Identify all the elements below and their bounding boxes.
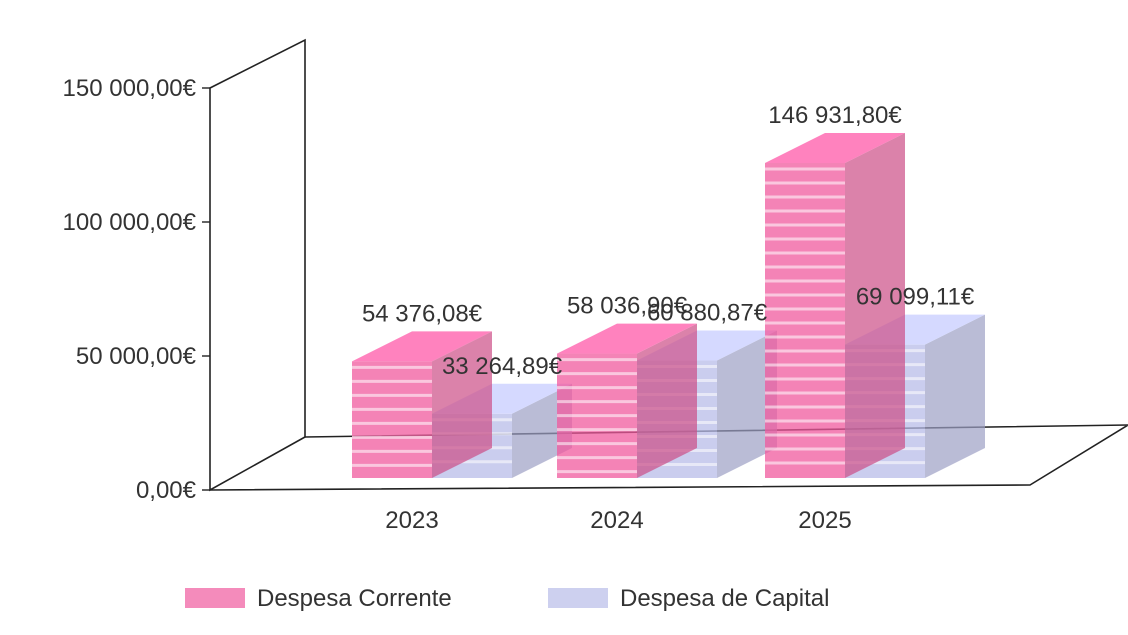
y-tick-label: 100 000,00€	[63, 209, 197, 236]
legend-label: Despesa Corrente	[257, 585, 452, 612]
bar-side	[637, 323, 697, 478]
data-label-capital: 33 264,89€	[442, 353, 563, 380]
back-wall	[209, 38, 306, 492]
bar-side	[845, 132, 905, 479]
bar-side	[432, 331, 492, 478]
legend: Despesa Corrente Despesa de Capital	[185, 585, 829, 612]
y-tick-label: 50 000,00€	[76, 343, 197, 370]
bar-corrente	[765, 132, 905, 479]
data-label-corrente: 54 376,08€	[362, 300, 483, 327]
y-axis-ticks: 0,00€ 50 000,00€ 100 000,00€ 150 000,00€	[63, 75, 210, 504]
data-label-capital: 60 880,87€	[647, 300, 768, 327]
x-axis-categories: 2023 2024 2025	[385, 507, 851, 534]
bar-top	[352, 331, 492, 362]
x-category-label: 2023	[385, 507, 438, 534]
data-label-capital: 69 099,11€	[856, 284, 975, 311]
data-label-corrente: 58 036,90€	[567, 293, 688, 320]
legend-swatch	[548, 588, 608, 608]
bar-top	[765, 132, 905, 163]
bars	[352, 132, 985, 479]
data-label-corrente: 146 931,80€	[768, 102, 902, 129]
legend-swatch	[185, 588, 245, 608]
data-labels: 54 376,08€ 33 264,89€ 58 036,90€60 880,87€…	[362, 102, 975, 380]
bar-corrente	[352, 331, 492, 478]
x-category-label: 2025	[798, 507, 851, 534]
bar-top	[557, 323, 697, 354]
y-tick-label: 0,00€	[136, 477, 197, 504]
bar-corrente	[557, 323, 697, 478]
y-tick-label: 150 000,00€	[63, 75, 197, 102]
x-category-label: 2024	[590, 507, 643, 534]
bar-side	[925, 314, 985, 478]
bar-front	[765, 162, 845, 479]
bar-side	[717, 330, 777, 478]
bar-front	[352, 361, 432, 478]
legend-label: Despesa de Capital	[620, 585, 829, 612]
